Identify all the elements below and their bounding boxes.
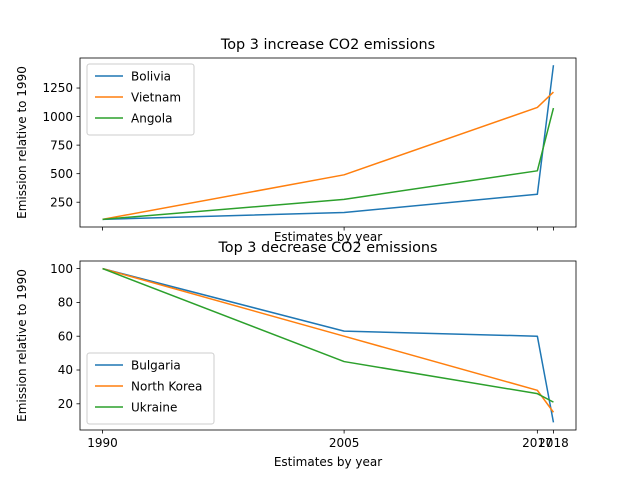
y-tick-label: 750 — [50, 138, 73, 152]
chart-title: Top 3 decrease CO2 emissions — [217, 240, 437, 256]
y-tick-label: 1250 — [42, 81, 73, 95]
y-tick-label: 80 — [58, 296, 73, 310]
y-tick-label: 100 — [50, 262, 73, 276]
y-axis-label: Emission relative to 1990 — [15, 269, 29, 422]
legend: Bolivia Vietnam Angola — [86, 63, 195, 136]
y-tick-label: 40 — [58, 363, 73, 377]
y-tick-label: 250 — [50, 195, 73, 209]
plot-area-frame — [79, 260, 577, 431]
chart-panel-1: 250 500 750 1000 1250 Top 3 increase CO2 emis… — [15, 37, 577, 244]
legend-label: Angola — [131, 111, 172, 125]
y-tick-label: 500 — [50, 167, 73, 181]
series-line-bolivia — [102, 65, 555, 221]
series-line-bulgaria — [102, 267, 555, 423]
x-axis-label: Estimates by year — [274, 230, 382, 244]
legend: Bulgaria North Korea Ukraine — [86, 352, 215, 425]
series-line-north-korea — [102, 267, 555, 413]
y-tick-label: 60 — [58, 329, 73, 343]
series-line-angola — [102, 107, 555, 221]
series-line-ukraine — [102, 267, 554, 403]
y-axis-label: Emission relative to 1990 — [15, 66, 29, 219]
legend-label: Bolivia — [131, 69, 171, 83]
chart-title: Top 3 increase CO2 emissions — [220, 37, 435, 53]
x-tick-label: 1990 — [87, 436, 118, 450]
x-axis-label: Estimates by year — [274, 455, 382, 469]
legend-label: Vietnam — [131, 90, 181, 104]
plot-area-frame — [79, 57, 577, 228]
x-tick-label: 2005 — [329, 436, 360, 450]
y-tick-label: 1000 — [42, 110, 73, 124]
y-tick-label: 20 — [58, 397, 73, 411]
legend-label: Ukraine — [131, 400, 177, 414]
x-tick-label: 2017 — [522, 436, 553, 450]
legend-label: North Korea — [131, 379, 202, 393]
x-tick-label: 2018 — [538, 436, 569, 450]
series-line-vietnam — [102, 91, 554, 221]
legend-label: Bulgaria — [131, 358, 181, 372]
